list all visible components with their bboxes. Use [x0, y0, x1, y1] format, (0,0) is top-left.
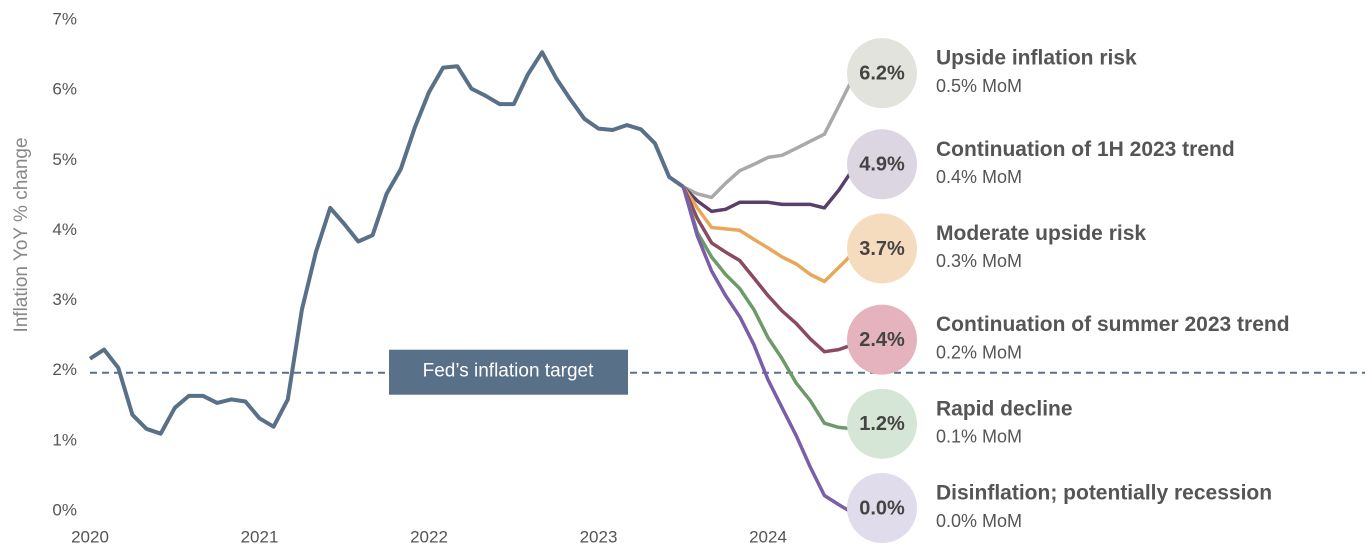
y-tick-label: 5%: [52, 150, 77, 169]
end-bubble: [847, 38, 917, 109]
y-tick-label: 7%: [52, 9, 77, 28]
scenario-line: [681, 186, 854, 515]
y-tick-label: 6%: [52, 80, 77, 99]
legend-note: 0.1% MoM: [936, 427, 1022, 447]
end-label: 4.9%: [859, 154, 905, 176]
end-label: 3.7%: [859, 238, 905, 260]
target-label-box: [389, 349, 628, 395]
legend-note: 0.5% MoM: [936, 76, 1022, 96]
scenario-line: [682, 77, 855, 200]
end-label: 6.2%: [859, 62, 905, 84]
history-line: [88, 50, 685, 436]
y-tick-label: 4%: [52, 220, 77, 239]
y-tick-label: 3%: [52, 290, 77, 309]
x-tick-label: 2021: [241, 527, 279, 546]
legend-name: Disinflation; potentially recession: [936, 482, 1272, 505]
legend-note: 0.3% MoM: [936, 251, 1022, 271]
end-bubble: [847, 388, 917, 459]
end-bubble: [847, 473, 917, 543]
end-label: 0.0%: [859, 497, 905, 519]
legend-name: Upside inflation risk: [936, 47, 1137, 70]
legend-name: Moderate upside risk: [936, 222, 1146, 245]
end-bubble: [847, 213, 917, 284]
scenario-line: [681, 186, 854, 354]
end-label: 1.2%: [859, 413, 905, 435]
x-tick-label: 2022: [410, 527, 448, 546]
y-tick-label: 1%: [52, 430, 77, 449]
legend-name: Continuation of summer 2023 trend: [936, 313, 1290, 336]
scenario-line: [682, 168, 855, 214]
target-label: Fed’s inflation target: [423, 361, 594, 382]
end-bubble: [847, 304, 917, 375]
y-tick-label: 2%: [52, 360, 77, 379]
legend-note: 0.4% MoM: [936, 167, 1022, 187]
legend-name: Rapid decline: [936, 397, 1073, 420]
y-axis-label: Inflation YoY % change: [11, 137, 32, 332]
x-tick-label: 2020: [71, 527, 109, 546]
scenario-line: [681, 186, 853, 431]
x-tick-label: 2023: [580, 527, 618, 546]
scenario-line: [681, 185, 855, 284]
legend-note: 0.2% MoM: [936, 342, 1022, 362]
y-tick-label: 0%: [52, 500, 77, 519]
legend-name: Continuation of 1H 2023 trend: [936, 138, 1235, 161]
x-tick-label: 2024: [749, 527, 787, 546]
end-bubble: [847, 129, 917, 200]
legend-note: 0.0% MoM: [936, 511, 1022, 531]
end-label: 2.4%: [859, 329, 905, 351]
